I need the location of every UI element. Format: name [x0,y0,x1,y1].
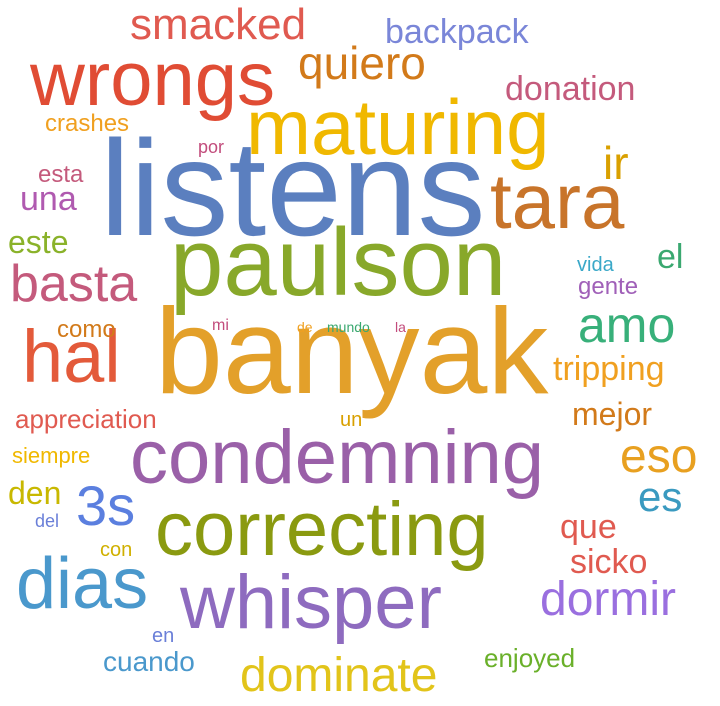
word-whisper: whisper [180,560,442,645]
word-el: el [657,238,684,276]
word-siempre: siempre [12,443,91,468]
word-vida: vida [577,254,614,276]
word-wrongs: wrongs [30,37,275,122]
word-con: con [100,539,133,561]
word-crashes: crashes [45,110,130,137]
word-cuando: cuando [103,646,195,677]
word-donation: donation [505,70,636,108]
word-en: en [152,625,175,647]
word-dormir: dormir [540,573,677,626]
word-sicko: sicko [570,543,648,581]
word-es: es [638,473,683,520]
word-quiero: quiero [298,37,426,89]
word-dominate: dominate [240,649,438,702]
word-hal: hal [22,315,121,398]
word-eso: eso [620,430,698,483]
word-maturing: maturing [246,83,550,171]
word-tara: tara [490,157,625,245]
word-listens: listens [100,112,486,264]
word-dias: dias [16,544,149,624]
word-mundo: mundo [327,319,370,335]
word-mi: mi [212,317,229,334]
word-que: que [560,508,617,546]
word-condemning: condemning [130,415,545,500]
word-amo: amo [578,297,676,353]
word-de: de [297,319,313,335]
word-esta: esta [38,161,84,188]
word-la: la [395,319,406,335]
word-gente: gente [578,273,639,300]
word-backpack: backpack [385,13,529,51]
word-basta: basta [10,255,138,313]
word-enjoyed: enjoyed [484,643,576,673]
word-paulson: paulson [170,209,507,316]
word-3s: 3s [76,474,136,537]
word-este: este [8,224,69,260]
word-den: den [8,475,62,511]
word-ir: ir [603,137,629,189]
word-una: una [20,180,77,218]
word-por: por [198,137,225,157]
word-smacked: smacked [130,0,307,49]
word-del: del [35,511,60,531]
word-appreciation: appreciation [15,404,157,434]
word-como: como [57,316,116,343]
word-mejor: mejor [572,396,653,432]
word-correcting: correcting [155,487,489,572]
word-tripping: tripping [553,350,665,388]
word-banyak: banyak [155,283,549,419]
word-un: un [340,409,363,431]
